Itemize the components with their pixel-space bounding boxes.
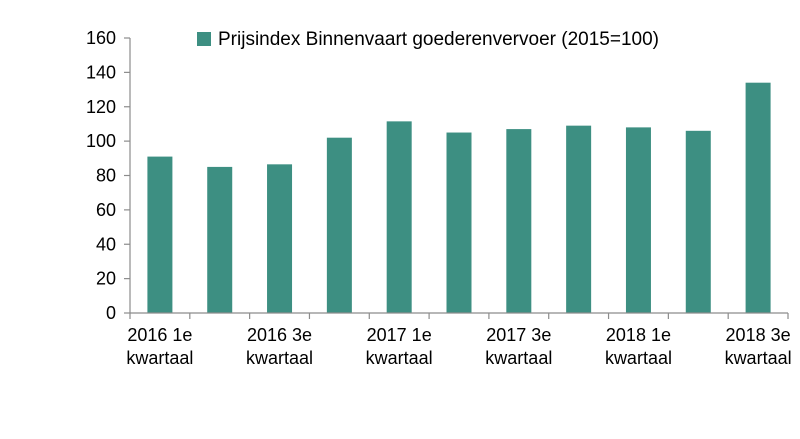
legend: Prijsindex Binnenvaart goederenvervoer (… <box>197 29 659 50</box>
bar-6 <box>446 132 472 313</box>
legend-swatch <box>197 32 211 46</box>
x-tick-label: kwartaal <box>366 348 433 368</box>
bar-4 <box>326 137 352 313</box>
y-tick-label: 0 <box>106 303 116 323</box>
bar-10 <box>685 130 711 313</box>
y-tick-label: 80 <box>96 166 116 186</box>
y-tick-label: 140 <box>86 62 116 82</box>
y-axis: 0 20 40 60 80 100 120 140 160 <box>86 28 131 323</box>
y-tick-label: 60 <box>96 200 116 220</box>
legend-label: Prijsindex Binnenvaart goederenvervoer (… <box>218 29 659 50</box>
x-tick-label: 2017 3e <box>486 325 551 345</box>
bar-7 <box>506 129 532 313</box>
bar-8 <box>566 125 592 313</box>
bars <box>147 82 771 313</box>
x-tick-label: 2018 1e <box>606 325 671 345</box>
x-tick-label: 2016 1e <box>127 325 192 345</box>
bar-5 <box>386 121 412 313</box>
bar-9 <box>625 127 651 313</box>
y-tick-label: 20 <box>96 269 116 289</box>
y-tick-label: 100 <box>86 131 116 151</box>
bar-3 <box>267 164 293 313</box>
x-tick-label: kwartaal <box>605 348 672 368</box>
bar-11 <box>745 82 771 313</box>
y-tick-label: 40 <box>96 234 116 254</box>
x-axis: 2016 1e kwartaal 2016 3e kwartaal 2017 1e kwa… <box>126 312 792 368</box>
x-tick-label: kwartaal <box>246 348 313 368</box>
x-tick-label: kwartaal <box>126 348 193 368</box>
bar-2 <box>207 166 233 313</box>
x-tick-label: 2016 3e <box>247 325 312 345</box>
x-tick-label: kwartaal <box>485 348 552 368</box>
x-tick-label: 2018 3e <box>726 325 791 345</box>
x-tick-label: kwartaal <box>725 348 792 368</box>
y-tick-label: 120 <box>86 97 116 117</box>
bar-1 <box>147 156 173 313</box>
y-tick-label: 160 <box>86 28 116 48</box>
x-tick-label: 2017 1e <box>367 325 432 345</box>
